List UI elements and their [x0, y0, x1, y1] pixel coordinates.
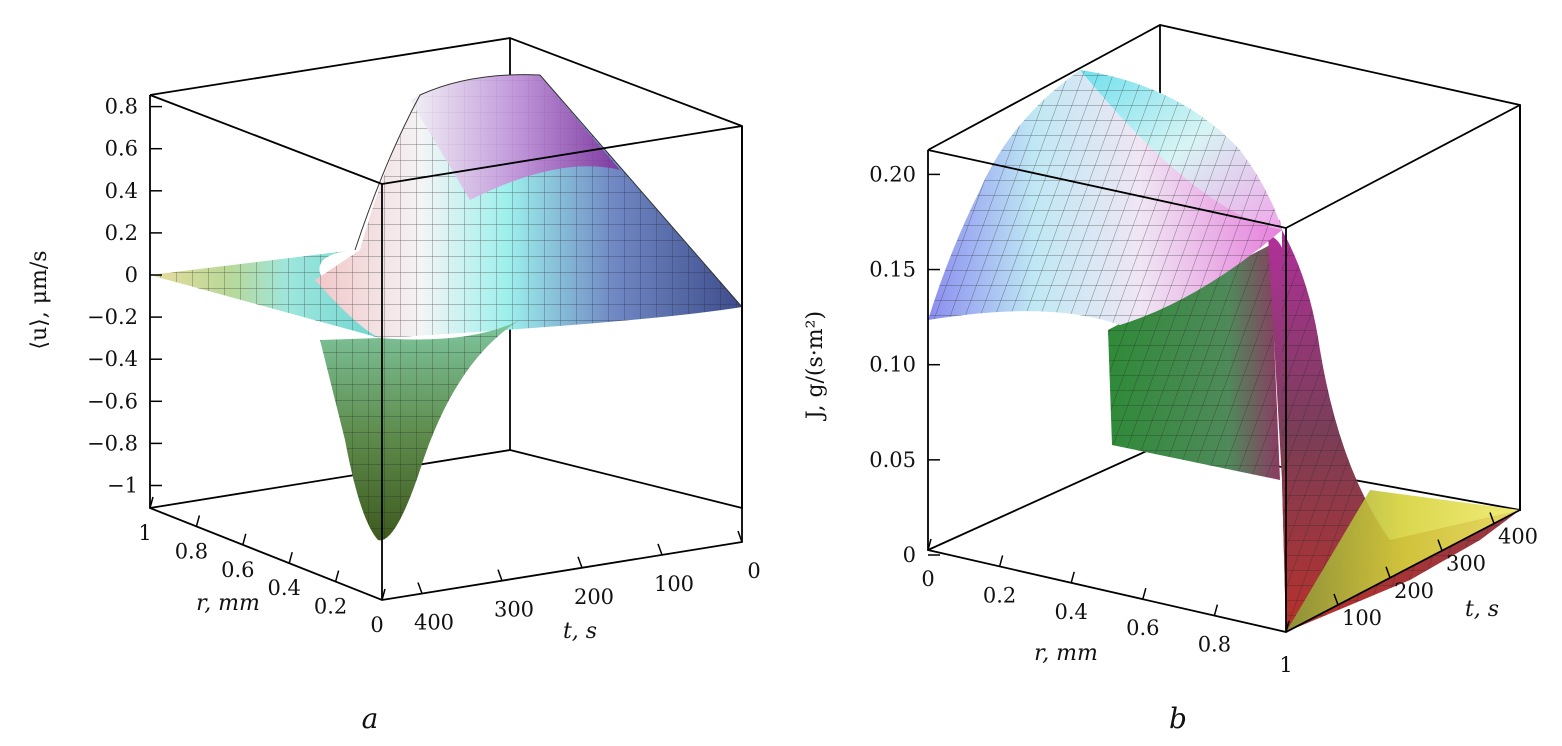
panel-a-t-tick-mark — [417, 582, 423, 594]
panel-a: 0.80.60.40.20−0.2−0.4−0.6−0.8−1 10.80.60… — [27, 37, 761, 735]
panel-b-t-tick-mark — [1333, 593, 1339, 606]
panel-a-surface — [150, 74, 743, 541]
panel-a-z-tick-label: 0.2 — [105, 221, 138, 245]
panel-a-r-tick-label: 0.8 — [175, 539, 208, 563]
panel-b-t-tick-label: 300 — [1446, 552, 1486, 576]
panel-a-t-tick-mark — [737, 530, 743, 543]
panel-a-r-tick-mark — [381, 588, 386, 601]
panel-b-r-tick-mark — [927, 538, 932, 551]
panel-a-y-ticks: 400 300 200 100 0 — [414, 530, 761, 635]
panel-a-r-tick-mark — [149, 496, 154, 509]
panel-a-t-tick-label: 200 — [574, 585, 614, 609]
panel-a-r-tick-mark — [288, 552, 293, 564]
panel-a-r-tick-label: 0.6 — [221, 558, 254, 582]
panel-b-r-tick-label: 1 — [1279, 653, 1292, 677]
panel-b-top-front-left — [927, 149, 1287, 229]
panel-a-r-tick-label: 0 — [370, 613, 383, 637]
panel-a-z-tick-label: 0.4 — [105, 179, 138, 203]
panel-b-r-tick-label: 0.4 — [1054, 600, 1087, 624]
panel-a-r-tick-mark — [334, 570, 340, 582]
panel-b-x-axis-label: r, mm — [1034, 641, 1098, 666]
panel-a-z-tick-label: 0.8 — [105, 95, 138, 119]
panel-b-surface — [928, 70, 1520, 632]
panel-a-z-tick-label: 0 — [125, 263, 138, 287]
panel-a-r-tick-label: 0.4 — [267, 576, 300, 600]
panel-b-top-front-right — [1285, 104, 1521, 229]
panel-a-top-front-left — [149, 94, 383, 185]
panel-b-floor-back-edge — [927, 444, 1161, 551]
panel-b-z-ticks: 0.20 0.15 0.10 0.05 0 — [869, 162, 940, 567]
panel-b-t-tick-mark — [1385, 566, 1391, 579]
panel-a-x-ticks: 1 0.8 0.6 0.4 0.2 0 — [138, 496, 386, 637]
panel-a-z-ticks: 0.8 0.6 0.4 0.2 0 −0.2 −0.4 −0.6 −0.8 −1 — [87, 95, 162, 498]
panel-b-z-tick-label: 0.10 — [869, 353, 916, 377]
panel-a-t-tick-label: 0 — [747, 559, 760, 583]
panel-b-t-tick-mark — [1489, 512, 1495, 524]
panel-a-z-tick-label: −1 — [107, 474, 138, 498]
panel-b-r-tick-mark — [1213, 604, 1219, 616]
panel-a-floor-back-edge — [149, 449, 511, 509]
panel-b-r-tick-mark — [1142, 588, 1147, 600]
panel-b-z-tick-label: 0.05 — [869, 448, 916, 472]
panel-a-y-axis-label: t, s — [563, 619, 597, 644]
panel-b-r-tick-label: 0.6 — [1126, 616, 1159, 640]
panel-a-x-axis-label: r, mm — [196, 591, 260, 616]
panel-a-top-front-right — [381, 125, 743, 185]
panel-b-r-tick-mark — [1070, 571, 1075, 583]
panel-a-t-tick-label: 100 — [654, 572, 694, 596]
panel-a-label: a — [362, 702, 379, 735]
panel-a-r-tick-mark — [195, 515, 201, 527]
panel-b-r-tick-label: 0.8 — [1198, 633, 1231, 657]
panel-a-z-tick-label: −0.2 — [87, 305, 138, 329]
panel-b-z-tick-label: 0.20 — [869, 162, 916, 186]
panel-a-r-tick-label: 0.2 — [314, 595, 347, 619]
panel-a-t-tick-label: 400 — [414, 611, 454, 635]
panel-b-r-tick-mark — [1285, 620, 1290, 633]
panel-b-t-tick-label: 200 — [1394, 579, 1434, 603]
panel-b-z-axis-label: J, g/(s·m²) — [803, 311, 828, 421]
panel-b-z-tick-label: 0 — [903, 543, 916, 567]
panel-b-t-tick-label: 100 — [1342, 606, 1382, 630]
panel-a-z-tick-label: −0.6 — [87, 389, 138, 413]
panel-a-r-tick-label: 1 — [138, 521, 151, 545]
panel-a-r-tick-mark — [242, 533, 247, 545]
panel-a-t-tick-label: 300 — [494, 598, 534, 622]
panel-a-z-tick-label: −0.8 — [87, 431, 138, 455]
panel-a-t-tick-mark — [577, 556, 583, 569]
panel-b-y-axis-label: t, s — [1465, 597, 1499, 622]
panel-b-label: b — [1169, 702, 1187, 735]
panel-a-z-axis-label: ⟨u⟩, μm/s — [27, 250, 52, 349]
panel-a-t-tick-mark — [657, 543, 663, 556]
panel-a-z-tick-label: −0.4 — [87, 347, 138, 371]
panel-b-r-tick-label: 0 — [921, 567, 934, 591]
panel-a-z-tick-label: 0.6 — [105, 137, 138, 161]
panel-b-x-ticks: 0 0.2 0.4 0.6 0.8 1 — [921, 538, 1293, 677]
panel-b-z-tick-label: 0.15 — [869, 258, 916, 282]
panel-b-t-tick-label: 400 — [1498, 525, 1538, 549]
panel-b: 0.20 0.15 0.10 0.05 0 0 0.2 0.4 0.6 0.8 1 100 200 3… — [803, 24, 1538, 735]
panel-a-t-tick-mark — [497, 569, 503, 581]
panel-b-y-ticks: 100 200 300 400 — [1333, 512, 1538, 630]
panel-b-r-tick-mark — [998, 555, 1004, 567]
panel-b-t-tick-mark — [1437, 539, 1443, 551]
panel-b-r-tick-label: 0.2 — [983, 583, 1016, 607]
